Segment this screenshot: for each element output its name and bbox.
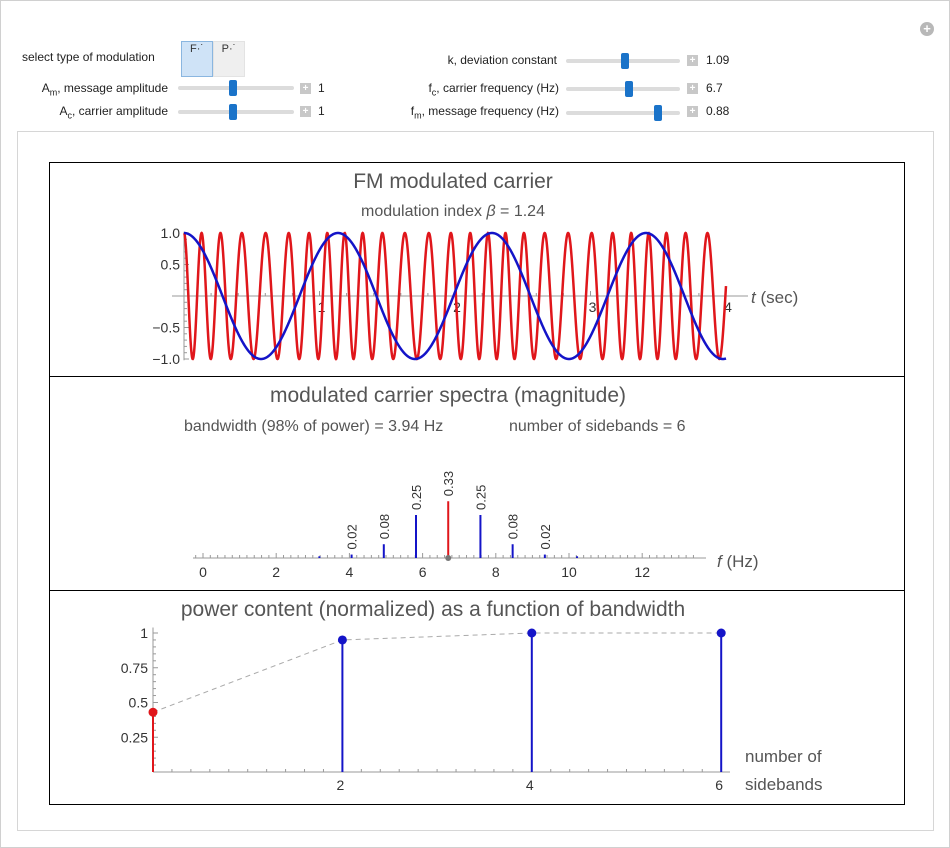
plot1-subtitle: modulation index β = 1.24 bbox=[361, 203, 545, 220]
fm-carrier-chart: FM modulated carrier modulation index β … bbox=[152, 170, 798, 367]
pm-button-label: P·˙ bbox=[221, 43, 237, 55]
pm-modulation-button[interactable]: P·˙ bbox=[213, 41, 245, 77]
spectrum-bar-label: 0.25 bbox=[473, 485, 488, 510]
plot1-title: FM modulated carrier bbox=[353, 170, 553, 193]
fm-value: 0.88 bbox=[706, 104, 730, 118]
plot3-y-tick-label: 0.75 bbox=[121, 660, 148, 676]
plot1-y-tick-label: −0.5 bbox=[152, 320, 180, 336]
modulation-type-label: select type of modulation bbox=[22, 50, 155, 64]
plot2-x-tick-label: 6 bbox=[419, 564, 427, 580]
fc-slider-thumb[interactable] bbox=[624, 81, 633, 97]
message-series bbox=[184, 231, 727, 361]
fc-label: fc, carrier frequency (Hz) bbox=[428, 81, 559, 98]
spectrum-bar-label: 0.02 bbox=[538, 524, 553, 549]
ac-label: Ac, carrier amplitude bbox=[59, 104, 168, 121]
am-label: Am, message amplitude bbox=[41, 81, 168, 98]
plot2-x-tick-label: 12 bbox=[634, 564, 650, 580]
spectrum-bar-label: 0.08 bbox=[506, 514, 521, 539]
power-content-plot: power content (normalized) as a function… bbox=[49, 590, 905, 805]
plot3-y-tick-label: 1 bbox=[140, 625, 148, 641]
plot1-y-tick-label: 0.5 bbox=[161, 257, 181, 273]
spectrum-chart: modulated carrier spectra (magnitude) ba… bbox=[184, 384, 759, 580]
k-slider-thumb[interactable] bbox=[621, 53, 630, 69]
k-value: 1.09 bbox=[706, 53, 730, 67]
plot3-x-tick-label: 4 bbox=[526, 777, 534, 793]
fc-value: 6.7 bbox=[706, 81, 723, 95]
spectrum-bar-label: 0.02 bbox=[345, 524, 360, 549]
spectrum-bar-label: 0.25 bbox=[409, 485, 424, 510]
fm-slider-thumb[interactable] bbox=[654, 105, 663, 121]
fm-button-label: F·˙ bbox=[189, 43, 205, 55]
fm-expand-icon[interactable]: + bbox=[687, 106, 698, 117]
plot2-x-tick-label: 0 bbox=[199, 564, 207, 580]
power-content-chart: power content (normalized) as a function… bbox=[121, 598, 823, 794]
k-expand-icon[interactable]: + bbox=[687, 55, 698, 66]
plot1-x-tick-label: 3 bbox=[589, 299, 597, 315]
plot3-y-tick-label: 0.25 bbox=[121, 729, 148, 745]
fm-slider-track[interactable] bbox=[566, 111, 680, 115]
carrier-series bbox=[183, 231, 728, 361]
power-trend-line bbox=[152, 632, 722, 713]
sidebands-count-text: number of sidebands = 6 bbox=[509, 418, 686, 435]
plot1-xlabel: t (sec) bbox=[751, 288, 798, 307]
power-point bbox=[337, 635, 347, 645]
plot3-xlabel-line1: number of bbox=[745, 747, 822, 766]
plot2-x-tick-label: 4 bbox=[346, 564, 354, 580]
ac-value: 1 bbox=[318, 104, 325, 118]
plot3-x-tick-label: 6 bbox=[715, 777, 723, 793]
fm-modulation-button[interactable]: F·˙ bbox=[181, 41, 213, 77]
options-plus-icon[interactable]: + bbox=[920, 22, 934, 36]
fc-expand-icon[interactable]: + bbox=[687, 83, 698, 94]
plot2-x-tick-label: 2 bbox=[272, 564, 280, 580]
spectrum-plot: modulated carrier spectra (magnitude) ba… bbox=[49, 376, 905, 592]
am-expand-icon[interactable]: + bbox=[300, 83, 311, 94]
power-point bbox=[148, 707, 158, 717]
plot1-y-tick-label: −1.0 bbox=[152, 351, 180, 367]
plot3-xlabel-line2: sidebands bbox=[745, 775, 823, 794]
plot1-y-tick-label: 1.0 bbox=[161, 225, 181, 241]
power-point bbox=[527, 628, 537, 638]
plot3-y-tick-label: 0.5 bbox=[129, 695, 149, 711]
ac-slider-thumb[interactable] bbox=[228, 104, 237, 120]
plot3-title: power content (normalized) as a function… bbox=[181, 598, 685, 621]
am-slider-thumb[interactable] bbox=[228, 80, 237, 96]
k-label: k, deviation constant bbox=[447, 53, 557, 67]
am-value: 1 bbox=[318, 81, 325, 95]
plot3-x-tick-label: 2 bbox=[337, 777, 345, 793]
spectrum-bar-label: 0.33 bbox=[441, 471, 456, 496]
fc-slider-track[interactable] bbox=[566, 87, 680, 91]
ac-expand-icon[interactable]: + bbox=[300, 106, 311, 117]
plot2-x-tick-label: 10 bbox=[561, 564, 577, 580]
fm-label: fm, message frequency (Hz) bbox=[410, 104, 559, 121]
bandwidth-text: bandwidth (98% of power) = 3.94 Hz bbox=[184, 418, 443, 435]
carrier-frequency-marker bbox=[445, 555, 452, 561]
fm-carrier-plot: FM modulated carrier modulation index β … bbox=[49, 162, 905, 378]
plot2-title: modulated carrier spectra (magnitude) bbox=[270, 384, 626, 407]
plot2-x-tick-label: 8 bbox=[492, 564, 500, 580]
power-point bbox=[716, 628, 726, 638]
spectrum-bar-label: 0.08 bbox=[377, 514, 392, 539]
plot2-xlabel: f (Hz) bbox=[717, 552, 759, 571]
plot1-x-tick-label: 4 bbox=[724, 299, 732, 315]
